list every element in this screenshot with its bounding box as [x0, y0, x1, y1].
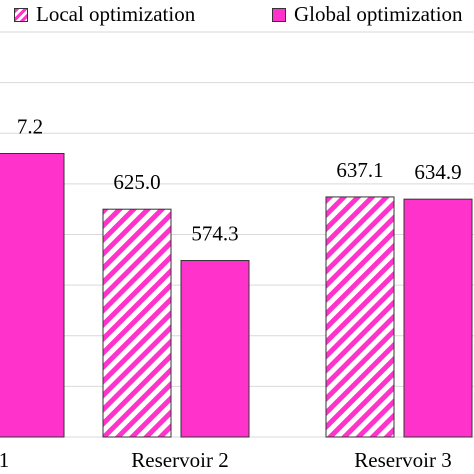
legend-label-local: Local optimization	[36, 2, 196, 26]
data-label: 574.3	[191, 222, 238, 246]
legend-item-global: Global optimization	[272, 2, 463, 27]
bar-global-2	[180, 260, 250, 438]
bar-local-2	[102, 208, 172, 438]
bar-global-3	[403, 198, 473, 438]
category-tick-label: 1	[0, 448, 9, 472]
data-label: 625.0	[113, 170, 160, 194]
bars	[0, 153, 473, 438]
category-tick-label: Reservoir 3	[354, 448, 451, 472]
data-labels: 625.0 637.1 7.2 574.3 634.9	[17, 115, 462, 246]
gridlines	[0, 31, 474, 438]
data-label: 637.1	[336, 158, 383, 182]
bar-local-3	[325, 196, 395, 438]
legend-item-local: Local optimization	[14, 2, 195, 27]
category-tick-label: Reservoir 2	[131, 448, 228, 472]
legend: Local optimization Global optimization	[0, 0, 474, 30]
data-label: 7.2	[17, 115, 43, 139]
data-label: 634.9	[414, 160, 461, 184]
legend-swatch-hatched	[14, 7, 28, 22]
legend-swatch-solid	[272, 7, 286, 22]
legend-label-global: Global optimization	[294, 2, 463, 26]
bar-global-1	[0, 153, 65, 438]
category-tick-labels: 1 Reservoir 2 Reservoir 3	[0, 448, 452, 472]
